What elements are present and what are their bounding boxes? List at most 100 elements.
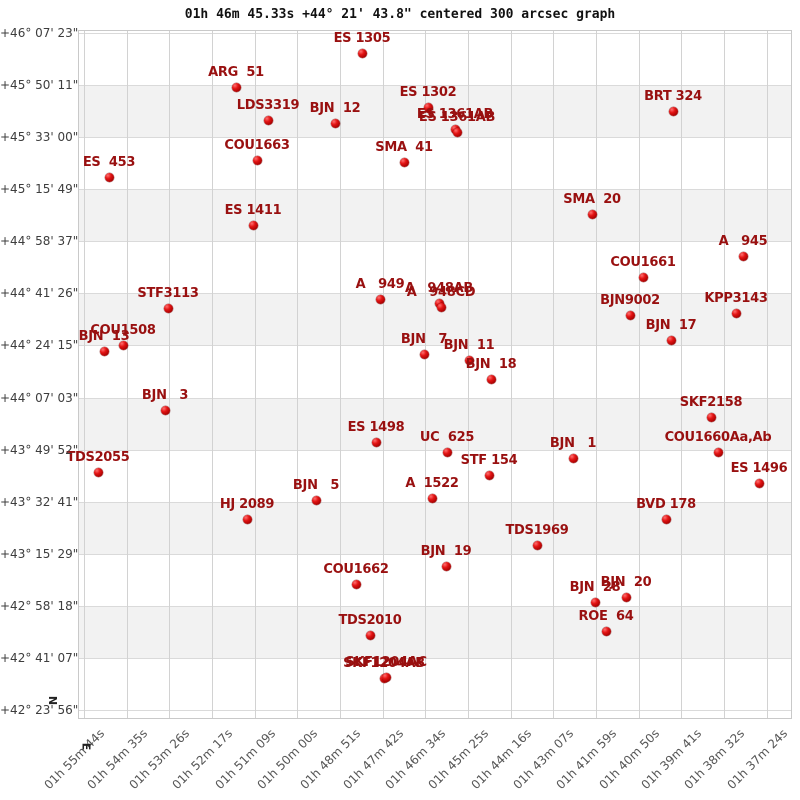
- star-marker: [731, 308, 741, 318]
- declination-gridline: [79, 241, 791, 243]
- ra-gridline: [553, 31, 555, 718]
- ra-gridline: [425, 31, 427, 718]
- star-designation-label: HJ 2089: [219, 497, 275, 512]
- star-designation-label: A 945: [718, 234, 768, 249]
- star-designation-label: BJN 13: [78, 329, 130, 344]
- star-designation-label: ES 1498: [347, 420, 405, 435]
- star-marker: [661, 514, 671, 524]
- star-designation-label: A 948CD: [406, 285, 476, 300]
- star-designation-label: TDS1969: [505, 523, 569, 538]
- star-marker: [638, 272, 648, 282]
- star-designation-label: BRT 324: [644, 89, 702, 104]
- star-designation-label: COU1660Aa,Ab: [664, 430, 772, 445]
- star-designation-label: BJN 7: [400, 332, 448, 347]
- star-designation-label: A 1522: [405, 476, 459, 491]
- ra-gridline: [766, 31, 768, 718]
- star-designation-label: BVD 178: [636, 497, 696, 512]
- y-tick-label: +42° 41' 07": [0, 650, 79, 665]
- declination-gridline: [79, 189, 791, 191]
- y-tick-label: +44° 07' 03": [0, 390, 79, 405]
- star-designation-label: ES 1411: [224, 203, 282, 218]
- star-marker: [252, 155, 262, 165]
- star-designation-label: COU1663: [224, 138, 290, 153]
- star-designation-label: BJN9002: [600, 293, 660, 308]
- declination-band: [79, 189, 791, 242]
- star-designation-label: ES 1361AB: [418, 110, 496, 125]
- star-marker: [568, 453, 578, 463]
- star-designation-label: COU1661: [610, 255, 676, 270]
- star-designation-label: BJN 11: [443, 338, 495, 353]
- star-marker: [484, 470, 494, 480]
- star-marker: [621, 592, 631, 602]
- star-designation-label: ES 453: [82, 155, 136, 170]
- star-designation-label: BJN 12: [309, 101, 361, 116]
- ra-gridline: [297, 31, 299, 718]
- star-designation-label: ES 1496: [730, 461, 788, 476]
- star-marker: [486, 374, 496, 384]
- star-marker: [242, 514, 252, 524]
- star-marker: [93, 467, 103, 477]
- y-tick-label: +44° 24' 15": [0, 338, 79, 353]
- star-marker: [738, 251, 748, 261]
- ra-gridline: [382, 31, 384, 718]
- declination-gridline: [79, 345, 791, 347]
- ra-gridline: [638, 31, 640, 718]
- declination-gridline: [79, 449, 791, 451]
- star-marker: [248, 220, 258, 230]
- star-marker: [601, 626, 611, 636]
- star-designation-label: ES 1302: [399, 85, 457, 100]
- compass-north-indicator: N: [46, 695, 60, 706]
- star-designation-label: ARG 51: [208, 65, 264, 80]
- declination-gridline: [79, 85, 791, 87]
- ra-gridline: [681, 31, 683, 718]
- star-marker: [163, 303, 173, 313]
- star-marker: [754, 478, 764, 488]
- plot-area: [78, 30, 792, 719]
- star-designation-label: UC 625: [419, 430, 475, 445]
- star-marker: [311, 495, 321, 505]
- ra-gridline: [596, 31, 598, 718]
- star-marker: [423, 102, 433, 112]
- star-marker: [441, 561, 451, 571]
- star-designation-label: BJN 17: [645, 318, 697, 333]
- star-marker: [587, 209, 597, 219]
- y-tick-label: +46° 07' 23": [0, 26, 79, 40]
- star-designation-label: BJN 18: [465, 357, 517, 372]
- ra-gridline: [169, 31, 171, 718]
- star-designation-label: SKF1204AB: [343, 656, 425, 671]
- star-designation-label: STF 154: [460, 453, 518, 468]
- declination-gridline: [79, 657, 791, 659]
- declination-gridline: [79, 710, 791, 712]
- ra-gridline: [254, 31, 256, 718]
- star-marker: [263, 115, 273, 125]
- star-marker: [532, 540, 542, 550]
- star-marker: [419, 349, 429, 359]
- star-marker: [351, 579, 361, 589]
- star-marker: [160, 405, 170, 415]
- star-designation-label: TDS2010: [338, 613, 402, 628]
- star-marker: [590, 597, 600, 607]
- declination-band: [79, 605, 791, 658]
- star-designation-label: SMA 41: [375, 140, 433, 155]
- y-tick-label: +44° 41' 26": [0, 286, 79, 301]
- star-marker: [104, 172, 114, 182]
- star-designation-label: BJN 3: [141, 388, 189, 403]
- y-tick-label: +45° 50' 11": [0, 78, 79, 93]
- star-marker: [452, 127, 462, 137]
- y-tick-label: +42° 23' 56": [0, 703, 79, 718]
- ra-gridline: [724, 31, 726, 718]
- star-marker: [99, 346, 109, 356]
- ra-gridline: [468, 31, 470, 718]
- star-designation-label: ES 1305: [333, 31, 391, 46]
- star-marker: [231, 82, 241, 92]
- star-marker: [442, 447, 452, 457]
- star-marker: [357, 48, 367, 58]
- star-marker: [668, 106, 678, 116]
- y-tick-label: +45° 15' 49": [0, 182, 79, 197]
- star-designation-label: SKF1204AC: [345, 655, 427, 670]
- star-marker: [365, 630, 375, 640]
- star-designation-label: A 949: [355, 277, 405, 292]
- star-marker: [427, 493, 437, 503]
- declination-gridline: [79, 553, 791, 555]
